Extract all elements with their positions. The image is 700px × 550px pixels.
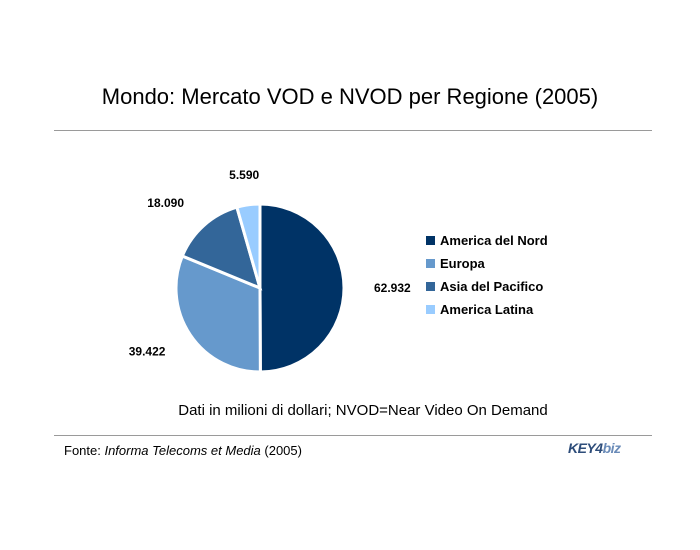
- key4biz-logo: KEY4biz: [568, 440, 621, 456]
- source-prefix: Fonte:: [64, 443, 105, 458]
- pie-slice-europa: [174, 254, 262, 374]
- pie-slices: [174, 202, 346, 374]
- data-label-asia-del-pacifico: 18.090: [147, 196, 184, 210]
- slice-labels: 62.932 39.422 18.090 5.590: [129, 168, 411, 359]
- source-publication: Informa Telecoms et Media: [104, 443, 261, 458]
- chart-legend: America del Nord Europa Asia del Pacifico A…: [426, 233, 548, 317]
- source-suffix: (2005): [260, 443, 302, 458]
- pie-slice-america-del-nord: [258, 202, 346, 374]
- legend-label-asia-del-pacifico: Asia del Pacifico: [440, 279, 543, 294]
- legend-label-america-latina: America Latina: [440, 302, 534, 317]
- legend-swatch-america-latina: [426, 305, 435, 314]
- legend-label-europa: Europa: [440, 256, 486, 271]
- legend-swatch-europa: [426, 259, 435, 268]
- pie-slice-america-latina: [235, 202, 262, 289]
- title-divider: [54, 130, 652, 131]
- legend-swatch-america-del-nord: [426, 236, 435, 245]
- source-line: Fonte: Informa Telecoms et Media (2005): [64, 443, 302, 458]
- legend-label-america-del-nord: America del Nord: [440, 233, 548, 248]
- pie-slice-asia-del-pacifico: [180, 205, 263, 291]
- data-label-america-latina: 5.590: [229, 168, 259, 182]
- data-label-america-del-nord: 62.932: [374, 281, 411, 295]
- chart-title: Mondo: Mercato VOD e NVOD per Regione (2…: [101, 84, 599, 109]
- footer-divider: [54, 435, 652, 436]
- legend-swatch-asia-del-pacifico: [426, 282, 435, 291]
- chart-note: Dati in milioni di dollari; NVOD=Near Vi…: [178, 402, 548, 419]
- data-label-europa: 39.422: [129, 345, 166, 359]
